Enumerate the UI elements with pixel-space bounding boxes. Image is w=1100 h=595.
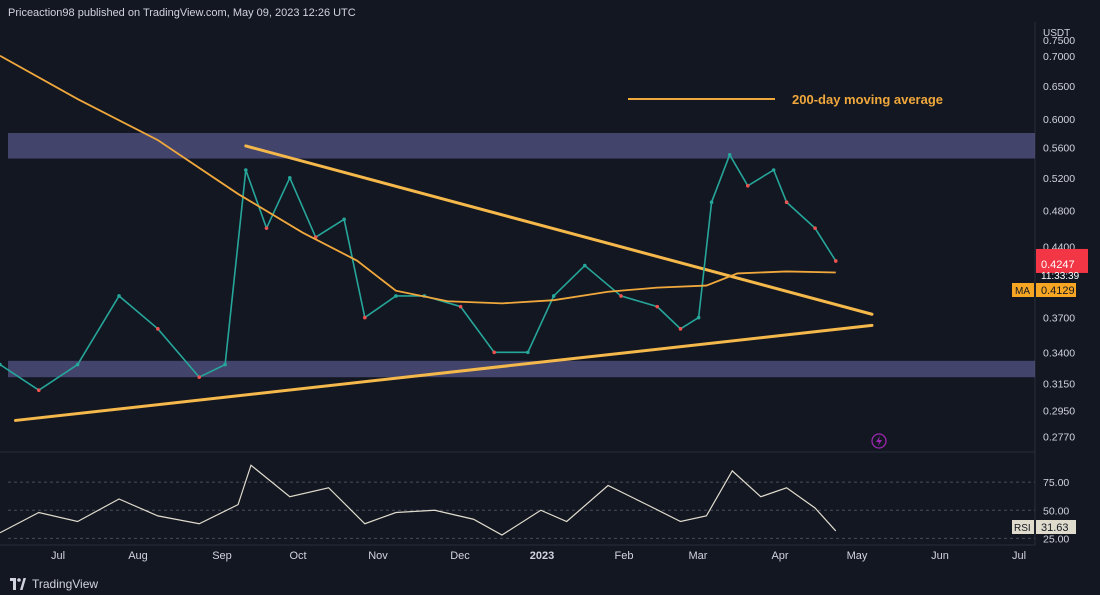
price-point [582,263,587,268]
price-point [37,388,41,393]
price-point [655,304,660,309]
rsi-tag-value-bg [1036,520,1076,534]
price-point [264,226,269,230]
price-tick: 0.3150 [1043,379,1075,391]
footer-bar: TradingView [0,572,1100,595]
price-tick: 0.2770 [1043,431,1075,443]
rsi-line [0,464,837,536]
last-price-tag: 0.4247 11:33:39 [1036,248,1088,282]
price-point [709,200,714,205]
price-point [745,183,750,188]
price-tick: 0.6000 [1043,114,1075,126]
price-point [784,200,789,205]
price-point [458,304,463,309]
price-tick: 0.2950 [1043,406,1075,418]
ma-tag-label-bg [1012,283,1034,297]
price-line [0,152,837,392]
price-point [526,350,530,355]
rsi-tag-value: 31.63 [1041,522,1069,534]
price-tick: 0.7000 [1043,51,1075,63]
ma-value-tag: MA 0.4129 [1012,283,1076,297]
price-point [156,327,160,331]
currency-label: USDT [1043,28,1070,39]
price-point [771,168,776,172]
footer-brand: TradingView [32,576,99,591]
time-tick: Jul [1012,550,1026,562]
price-point [833,259,838,263]
price-tick: 0.5600 [1043,142,1075,154]
time-tick: 2023 [530,550,554,562]
publisher-header: Priceaction98 published on TradingView.c… [8,7,356,19]
price-point [223,362,227,367]
time-tick: Sep [212,550,232,562]
price-point [342,217,346,222]
ma-tag-value-bg [1036,283,1076,297]
rsi-tick: 75.00 [1043,477,1069,489]
last-price-tag-bg [1036,248,1088,273]
last-price-value: 0.4247 [1041,259,1075,271]
lightning-icon[interactable] [871,433,887,449]
ma-tag-label: MA [1015,286,1030,297]
chart-area[interactable]: 200-day moving average USDT 0.7500 0.7000… [0,22,1100,572]
price-point [813,226,817,230]
trendline-1 [14,323,874,422]
time-tick: May [847,550,868,562]
rsi-tick: 50.00 [1043,505,1069,517]
rsi-tag-label: RSI [1014,523,1031,534]
ma-tag-value: 0.4129 [1041,285,1075,297]
price-axis-ticks: 0.7500 0.7000 0.6500 0.6000 0.5600 0.5200 0.48… [1043,35,1075,443]
rsi-value-tag: RSI 31.63 [1012,520,1076,534]
price-chart-svg[interactable]: 200-day moving average USDT 0.7500 0.7000… [0,22,1100,572]
price-point [492,350,497,355]
trendlines [14,144,874,422]
time-tick: Jul [51,550,65,562]
tradingview-logo-icon [10,577,26,590]
price-tick: 0.3700 [1043,313,1075,325]
moving-average-series [0,54,836,305]
price-point [678,327,683,331]
price-point [75,362,80,367]
price-series [0,152,838,393]
rsi-tick: 25.00 [1043,533,1069,545]
price-point [197,375,202,379]
time-tick: Jun [931,550,949,562]
zone-1 [8,360,1035,378]
zone-0 [8,132,1035,159]
time-tick: Oct [289,550,306,562]
time-axis-ticks: Jul Aug Sep Oct Nov Dec 2023 Feb Mar Apr May Jun Jul [51,550,1026,562]
price-point [696,315,701,320]
time-tick: Nov [368,550,388,562]
support-resistance-zones [8,132,1035,378]
price-tick: 0.7500 [1043,35,1075,47]
rsi-axis-ticks: 75.00 50.00 25.00 [1043,477,1069,545]
time-tick: Aug [128,550,148,562]
time-tick: Dec [450,550,470,562]
price-tick: 0.5200 [1043,173,1075,185]
trendline-0 [244,144,874,316]
rsi-tag-label-bg [1012,520,1034,534]
price-point [0,362,2,367]
time-tick: Apr [771,550,788,562]
rsi-series [0,464,1035,539]
ma-line [0,54,836,305]
countdown-timer: 11:33:39 [1041,271,1080,282]
price-tick: 0.4800 [1043,206,1075,218]
price-point [551,294,556,298]
price-point [619,294,623,298]
legend-label: 200-day moving average [792,92,943,107]
time-tick: Feb [615,550,634,562]
price-tick: 0.3400 [1043,347,1075,359]
price-point [727,152,732,157]
price-point [394,294,398,298]
price-point [117,294,121,298]
price-point [288,176,292,180]
price-tick: 0.6500 [1043,81,1075,93]
price-point [244,168,248,172]
time-tick: Mar [689,550,708,562]
price-point [363,315,367,320]
